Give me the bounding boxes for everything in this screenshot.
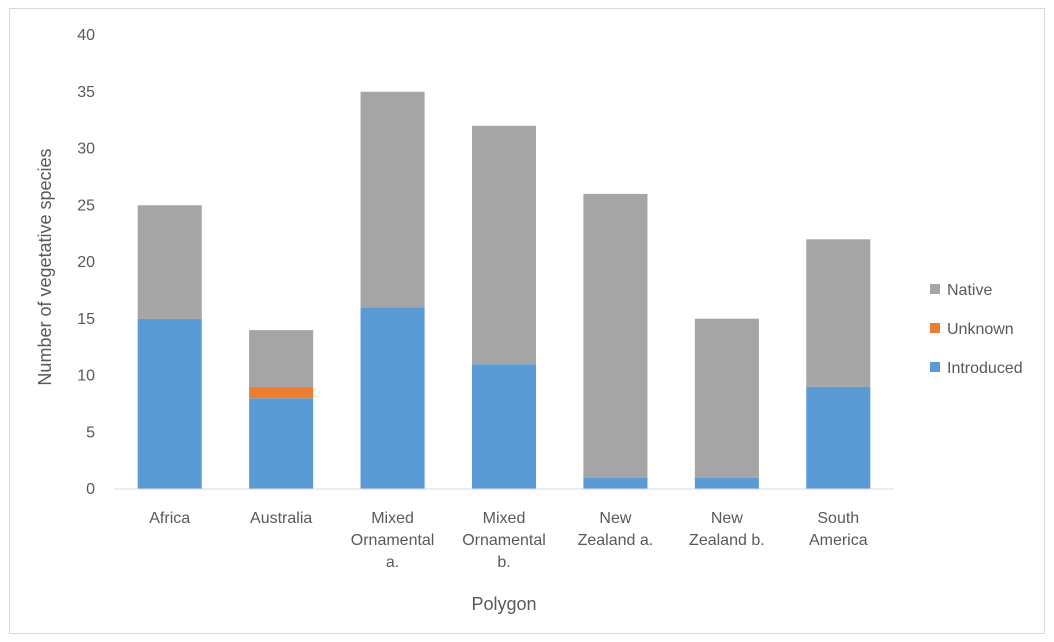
bars-layer: [137, 91, 871, 489]
y-tick-label: 10: [77, 368, 95, 385]
x-tick-label-line: b.: [497, 554, 510, 571]
y-tick-label: 30: [77, 141, 95, 158]
x-axis-labels: Africa Australia Mixed Ornamental a. Mixed Orn…: [149, 510, 867, 571]
x-tick-label: New Zealand b.: [689, 510, 765, 549]
y-tick-label: 15: [77, 311, 95, 328]
x-tick-label-line: Africa: [149, 510, 190, 527]
x-tick-label: South America: [809, 510, 868, 549]
y-tick-label: 0: [86, 481, 95, 498]
legend-label-introduced: Introduced: [947, 360, 1023, 377]
bar-introduced: [137, 318, 202, 489]
legend-swatch-unknown: [930, 323, 940, 333]
y-axis-title: Number of vegetative species: [35, 148, 55, 385]
x-tick-label-line: America: [809, 532, 868, 549]
x-tick-label-line: Mixed: [371, 510, 414, 527]
legend-label-unknown: Unknown: [947, 321, 1014, 338]
x-tick-label-line: New: [599, 510, 631, 527]
bar-introduced: [249, 398, 314, 489]
y-tick-label: 35: [77, 84, 95, 101]
x-tick-label: New Zealand a.: [578, 510, 654, 549]
bar-introduced: [583, 477, 648, 489]
legend-swatch-introduced: [930, 362, 940, 372]
legend-swatch-native: [930, 284, 940, 294]
bar-unknown: [249, 386, 314, 399]
x-tick-label-line: Mixed: [483, 510, 526, 527]
x-tick-label-line: Australia: [250, 510, 312, 527]
x-tick-label-line: Ornamental: [351, 532, 435, 549]
y-tick-label: 20: [77, 254, 95, 271]
x-tick-label-line: South: [817, 510, 859, 527]
y-tick-label: 25: [77, 197, 95, 214]
bar-introduced: [471, 364, 537, 489]
bar-introduced: [806, 386, 871, 489]
bar-native: [137, 205, 202, 319]
x-tick-label-line: Ornamental: [462, 532, 546, 549]
x-tick-label-line: New: [711, 510, 743, 527]
bar-native: [583, 193, 648, 478]
x-tick-label-line: Zealand b.: [689, 532, 765, 549]
x-axis-title: Polygon: [471, 594, 536, 614]
x-tick-label: Africa: [149, 510, 190, 527]
legend: Native Unknown Introduced: [930, 282, 1023, 377]
x-tick-label: Mixed Ornamental b.: [462, 510, 546, 571]
bar-native: [471, 125, 537, 365]
bar-introduced: [694, 477, 759, 489]
y-axis-ticks: 0 5 10 15 20 25 30 35 40: [77, 27, 95, 498]
bar-native: [360, 91, 425, 308]
x-tick-label-line: a.: [386, 554, 399, 571]
bar-native: [694, 318, 759, 478]
bar-native: [806, 239, 871, 387]
bar-native: [249, 330, 314, 387]
chart-frame: 0 5 10 15 20 25 30 35 40 Africa Australia Mixed Orn…: [9, 8, 1045, 634]
x-tick-label-line: Zealand a.: [578, 532, 654, 549]
stacked-bar-chart: 0 5 10 15 20 25 30 35 40 Africa Australia Mixed Orn…: [35, 27, 1023, 614]
bar-introduced: [360, 307, 425, 489]
y-tick-label: 40: [77, 27, 95, 44]
x-tick-label: Australia: [250, 510, 312, 527]
y-tick-label: 5: [86, 424, 95, 441]
legend-label-native: Native: [947, 282, 992, 299]
x-tick-label: Mixed Ornamental a.: [351, 510, 435, 571]
